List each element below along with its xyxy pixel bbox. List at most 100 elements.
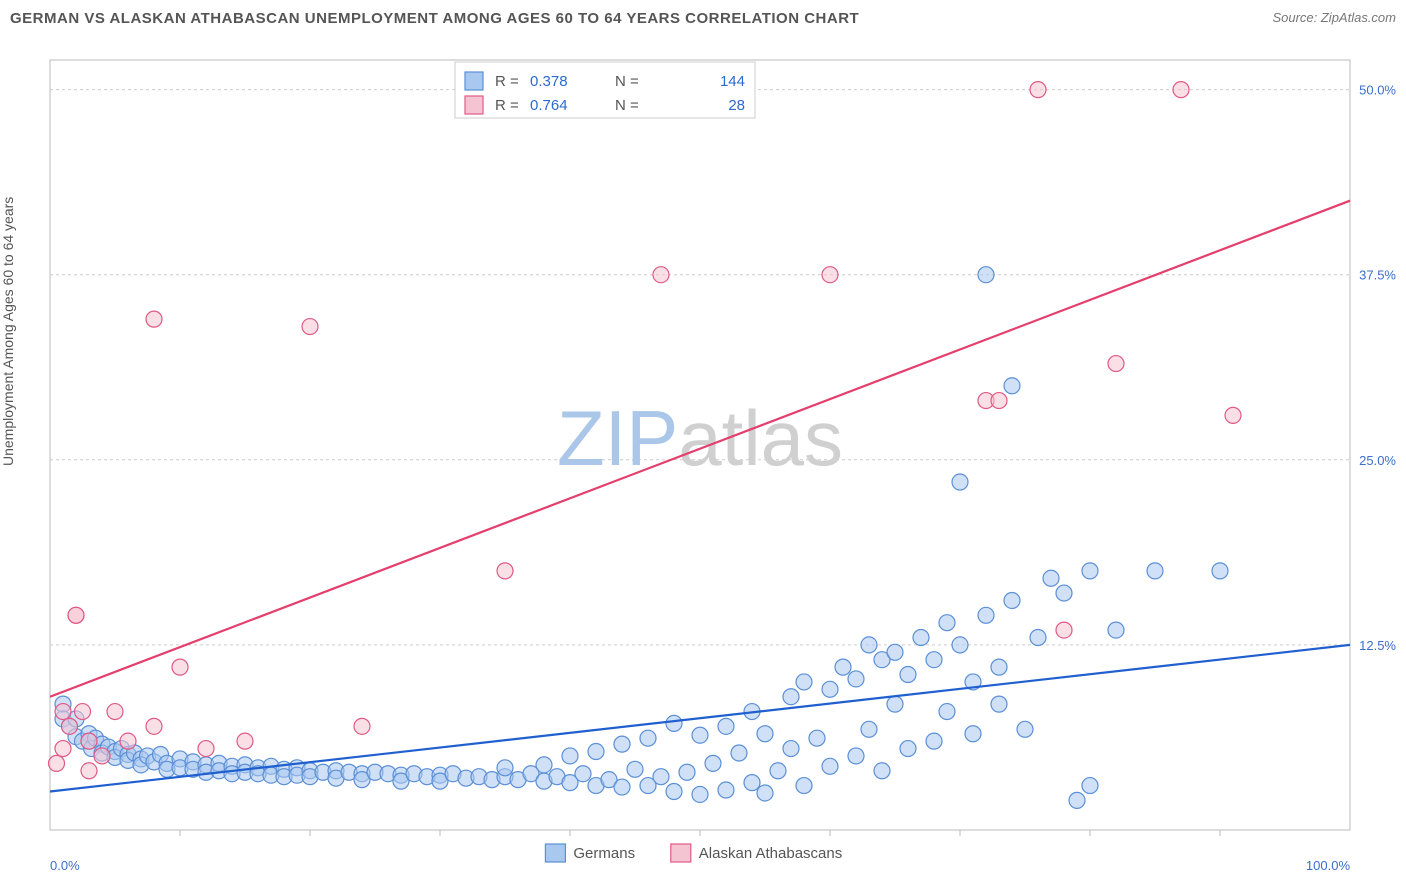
data-point-germans — [991, 696, 1007, 712]
data-point-germans — [575, 766, 591, 782]
data-point-germans — [666, 784, 682, 800]
data-point-germans — [1147, 563, 1163, 579]
data-point-germans — [1212, 563, 1228, 579]
data-point-germans — [796, 778, 812, 794]
data-point-germans — [770, 763, 786, 779]
data-point-germans — [887, 696, 903, 712]
bottom-legend-label: Germans — [573, 845, 635, 862]
watermark: ZIPatlas — [557, 394, 843, 482]
data-point-germans — [1069, 792, 1085, 808]
data-point-germans — [1082, 778, 1098, 794]
data-point-athabascans — [302, 319, 318, 335]
data-point-athabascans — [49, 755, 65, 771]
data-point-germans — [952, 637, 968, 653]
data-point-germans — [965, 726, 981, 742]
data-point-athabascans — [1108, 356, 1124, 372]
data-point-germans — [900, 741, 916, 757]
legend-r-value: 0.764 — [530, 97, 568, 114]
data-point-germans — [978, 607, 994, 623]
data-point-germans — [783, 689, 799, 705]
data-point-germans — [757, 726, 773, 742]
data-point-germans — [1030, 630, 1046, 646]
data-point-germans — [848, 671, 864, 687]
correlation-scatter-chart: 12.5% 25.0% 37.5% 50.0% 0.0% 100.0% ZIPatlas R … — [0, 40, 1406, 892]
data-point-germans — [666, 715, 682, 731]
data-point-germans — [939, 704, 955, 720]
data-point-athabascans — [146, 311, 162, 327]
data-point-athabascans — [1225, 407, 1241, 423]
data-point-germans — [913, 630, 929, 646]
data-point-germans — [718, 782, 734, 798]
y-tick-label: 37.5% — [1359, 268, 1396, 283]
data-point-germans — [1004, 592, 1020, 608]
data-point-athabascans — [991, 393, 1007, 409]
data-point-germans — [1108, 622, 1124, 638]
data-point-germans — [692, 786, 708, 802]
data-point-germans — [822, 681, 838, 697]
y-tick-label: 12.5% — [1359, 638, 1396, 653]
data-point-athabascans — [822, 267, 838, 283]
data-point-germans — [939, 615, 955, 631]
y-axis-label: Unemployment Among Ages 60 to 64 years — [0, 197, 16, 466]
source-prefix: Source: — [1272, 10, 1320, 25]
data-point-athabascans — [1030, 82, 1046, 98]
data-point-athabascans — [55, 704, 71, 720]
data-point-germans — [497, 760, 513, 776]
legend-swatch — [465, 96, 483, 114]
source-link[interactable]: ZipAtlas.com — [1321, 10, 1396, 25]
data-point-athabascans — [198, 741, 214, 757]
bottom-legend-label: Alaskan Athabascans — [699, 845, 842, 862]
data-point-germans — [614, 736, 630, 752]
data-point-athabascans — [81, 733, 97, 749]
chart-title: GERMAN VS ALASKAN ATHABASCAN UNEMPLOYMEN… — [10, 10, 859, 27]
data-point-germans — [640, 730, 656, 746]
data-point-germans — [1056, 585, 1072, 601]
data-point-germans — [692, 727, 708, 743]
data-point-germans — [796, 674, 812, 690]
legend-n-value: 144 — [720, 73, 745, 90]
data-point-germans — [757, 785, 773, 801]
data-point-athabascans — [653, 267, 669, 283]
y-tick-label: 50.0% — [1359, 83, 1396, 98]
data-point-germans — [952, 474, 968, 490]
data-point-germans — [848, 748, 864, 764]
data-point-germans — [1082, 563, 1098, 579]
data-point-athabascans — [68, 607, 84, 623]
data-point-germans — [1017, 721, 1033, 737]
legend-swatch — [465, 72, 483, 90]
data-point-germans — [731, 745, 747, 761]
data-point-germans — [926, 652, 942, 668]
data-point-athabascans — [81, 763, 97, 779]
data-point-germans — [991, 659, 1007, 675]
data-point-germans — [1043, 570, 1059, 586]
data-point-germans — [562, 748, 578, 764]
y-tick-label: 25.0% — [1359, 453, 1396, 468]
data-point-athabascans — [237, 733, 253, 749]
data-point-germans — [705, 755, 721, 771]
data-point-athabascans — [497, 563, 513, 579]
data-point-athabascans — [172, 659, 188, 675]
legend-n-label: N = — [615, 97, 639, 114]
data-point-athabascans — [75, 704, 91, 720]
data-point-germans — [887, 644, 903, 660]
data-point-athabascans — [146, 718, 162, 734]
data-point-athabascans — [94, 748, 110, 764]
data-point-athabascans — [354, 718, 370, 734]
data-point-germans — [653, 769, 669, 785]
data-point-germans — [978, 267, 994, 283]
legend-n-value: 28 — [728, 97, 745, 114]
legend-r-label: R = — [495, 73, 519, 90]
x-tick-label: 100.0% — [1306, 858, 1351, 873]
x-tick-label: 0.0% — [50, 858, 80, 873]
data-point-germans — [835, 659, 851, 675]
data-point-germans — [861, 637, 877, 653]
bottom-legend-swatch — [545, 844, 565, 862]
data-point-germans — [627, 761, 643, 777]
data-point-germans — [744, 775, 760, 791]
data-point-germans — [900, 667, 916, 683]
data-point-athabascans — [62, 718, 78, 734]
data-point-germans — [874, 763, 890, 779]
trend-line-germans — [50, 645, 1350, 792]
data-point-germans — [679, 764, 695, 780]
data-point-germans — [809, 730, 825, 746]
